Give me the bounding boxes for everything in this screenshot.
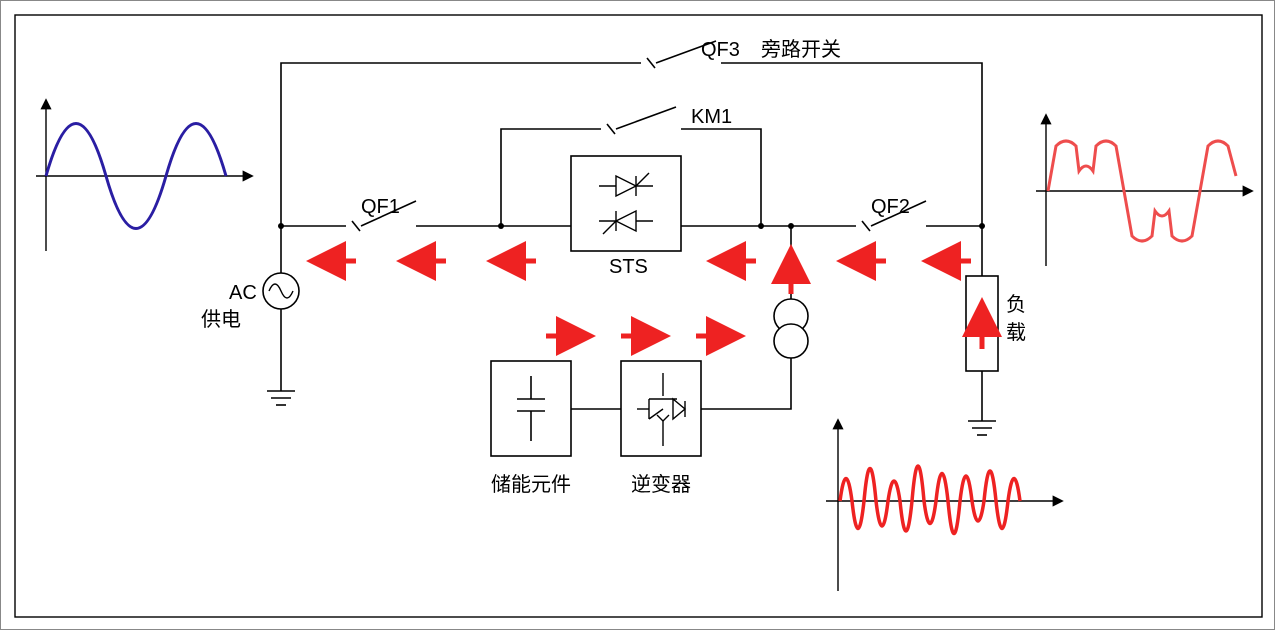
- label-inverter: 逆变器: [631, 473, 691, 496]
- inverter-box: [621, 361, 701, 456]
- compensation-waveform: [826, 421, 1061, 591]
- sine-waveform: [36, 101, 251, 251]
- ac-source: [263, 273, 299, 309]
- text-labels: QF3 旁路开关 KM1 QF1 QF2 STS AC 供电 负 载 储能元件 …: [201, 38, 1026, 496]
- label-supply: 供电: [201, 308, 241, 331]
- distorted-waveform: [1036, 116, 1251, 266]
- label-bypass: 旁路开关: [761, 38, 841, 61]
- label-qf2: QF2: [871, 196, 910, 218]
- label-qf3: QF3: [701, 39, 740, 61]
- label-km1: KM1: [691, 106, 732, 128]
- label-qf1: QF1: [361, 196, 400, 218]
- storage-box: [491, 361, 571, 456]
- label-load2: 载: [1006, 321, 1026, 344]
- label-sts: STS: [609, 256, 648, 278]
- schematic-svg: QF3 旁路开关 KM1 QF1 QF2 STS AC 供电 负 载 储能元件 …: [1, 1, 1275, 631]
- label-ac: AC: [229, 282, 257, 304]
- schematic-diagram: QF3 旁路开关 KM1 QF1 QF2 STS AC 供电 负 载 储能元件 …: [0, 0, 1275, 630]
- transformer: [774, 299, 808, 358]
- flow-arrows: [316, 254, 982, 346]
- label-load1: 负: [1006, 293, 1026, 316]
- label-storage: 储能元件: [491, 473, 571, 496]
- sts-box: [571, 156, 681, 251]
